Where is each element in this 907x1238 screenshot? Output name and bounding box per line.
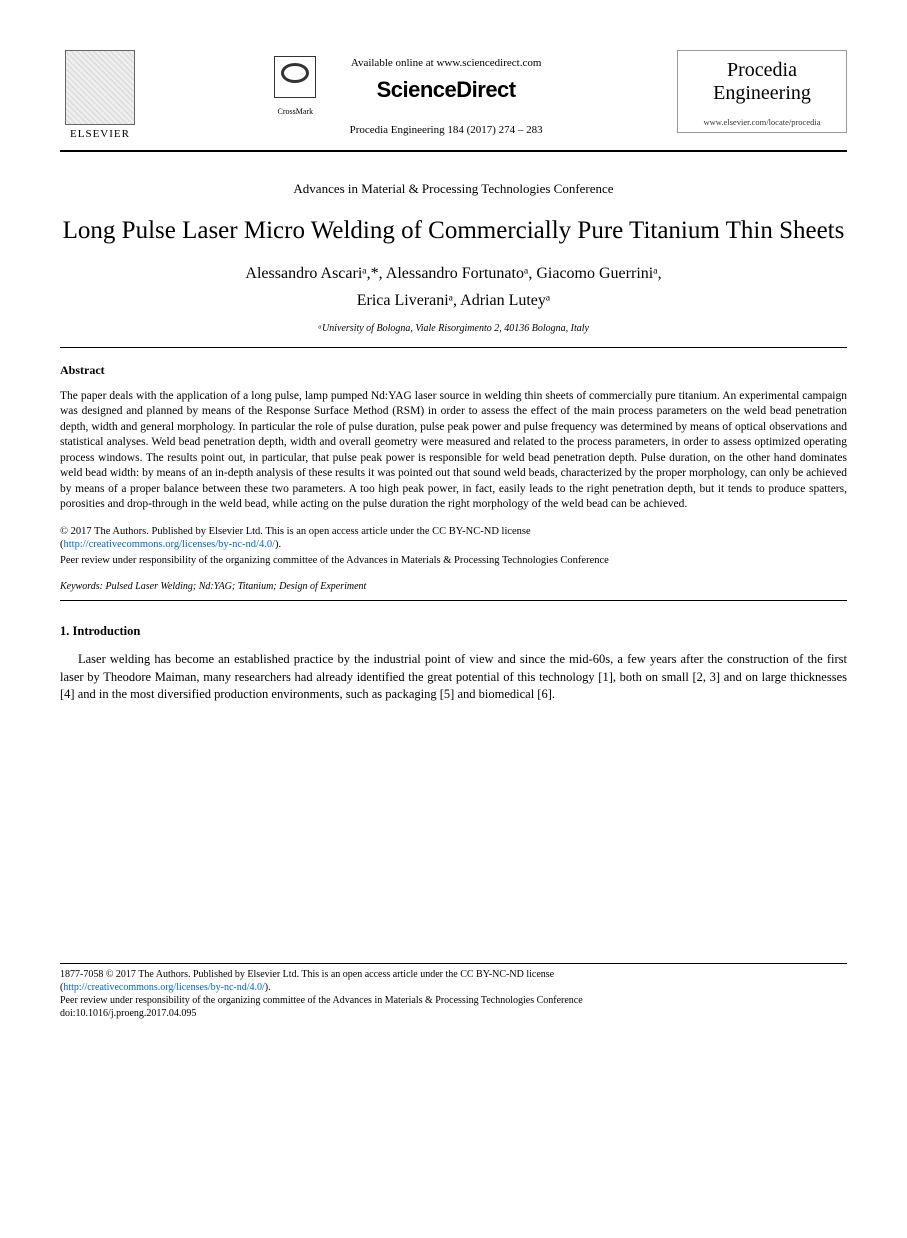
abstract-heading: Abstract bbox=[60, 362, 847, 378]
rule-after-keywords bbox=[60, 600, 847, 601]
authors-line-1: Alessandro Ascariᵃ,*, Alessandro Fortuna… bbox=[60, 263, 847, 285]
header-rule bbox=[60, 150, 847, 152]
elsevier-tree-icon bbox=[65, 50, 135, 125]
journal-name: Procedia Engineering bbox=[684, 59, 840, 105]
keywords-text: Pulsed Laser Welding; Nd:YAG; Titanium; … bbox=[103, 581, 366, 592]
license-link[interactable]: http://creativecommons.org/licenses/by-n… bbox=[64, 539, 276, 550]
license-block: © 2017 The Authors. Published by Elsevie… bbox=[60, 525, 847, 552]
crossmark-icon[interactable] bbox=[274, 56, 316, 98]
crossmark-block[interactable]: CrossMark bbox=[274, 56, 316, 117]
peer-review-text: Peer review under responsibility of the … bbox=[60, 554, 847, 568]
journal-name-1: Procedia bbox=[727, 59, 797, 81]
rule-before-abstract bbox=[60, 347, 847, 348]
footer-close: ). bbox=[265, 982, 271, 993]
available-online-text: Available online at www.sciencedirect.co… bbox=[350, 56, 543, 71]
keywords-line: Keywords: Pulsed Laser Welding; Nd:YAG; … bbox=[60, 580, 847, 594]
footer-doi: doi:10.1016/j.proeng.2017.04.095 bbox=[60, 1008, 196, 1019]
journal-box: Procedia Engineering www.elsevier.com/lo… bbox=[677, 50, 847, 133]
conference-name: Advances in Material & Processing Techno… bbox=[60, 180, 847, 198]
footer-issn: 1877-7058 © 2017 The Authors. Published … bbox=[60, 969, 554, 980]
introduction-heading: 1. Introduction bbox=[60, 623, 847, 640]
footer-peer: Peer review under responsibility of the … bbox=[60, 995, 583, 1006]
paper-title: Long Pulse Laser Micro Welding of Commer… bbox=[60, 215, 847, 246]
page-header: ELSEVIER CrossMark Available online at w… bbox=[60, 50, 847, 142]
journal-url[interactable]: www.elsevier.com/locate/procedia bbox=[684, 117, 840, 128]
sciencedirect-logo: ScienceDirect bbox=[350, 75, 543, 105]
journal-reference: Procedia Engineering 184 (2017) 274 – 28… bbox=[350, 123, 543, 138]
license-close: ). bbox=[275, 539, 281, 550]
abstract-body: The paper deals with the application of … bbox=[60, 389, 847, 513]
center-header: CrossMark Available online at www.scienc… bbox=[140, 50, 677, 137]
affiliation: ᵃUniversity of Bologna, Viale Risorgimen… bbox=[60, 322, 847, 336]
page-footer: 1877-7058 © 2017 The Authors. Published … bbox=[60, 963, 847, 1020]
elsevier-label: ELSEVIER bbox=[70, 127, 130, 142]
elsevier-logo-block: ELSEVIER bbox=[60, 50, 140, 142]
license-text: © 2017 The Authors. Published by Elsevie… bbox=[60, 526, 531, 537]
introduction-body: Laser welding has become an established … bbox=[60, 651, 847, 703]
authors-line-2: Erica Liveraniᵃ, Adrian Luteyᵃ bbox=[60, 290, 847, 312]
footer-license-link[interactable]: http://creativecommons.org/licenses/by-n… bbox=[63, 982, 264, 993]
crossmark-label: CrossMark bbox=[274, 107, 316, 118]
journal-name-2: Engineering bbox=[713, 82, 811, 104]
keywords-label: Keywords: bbox=[60, 581, 103, 592]
